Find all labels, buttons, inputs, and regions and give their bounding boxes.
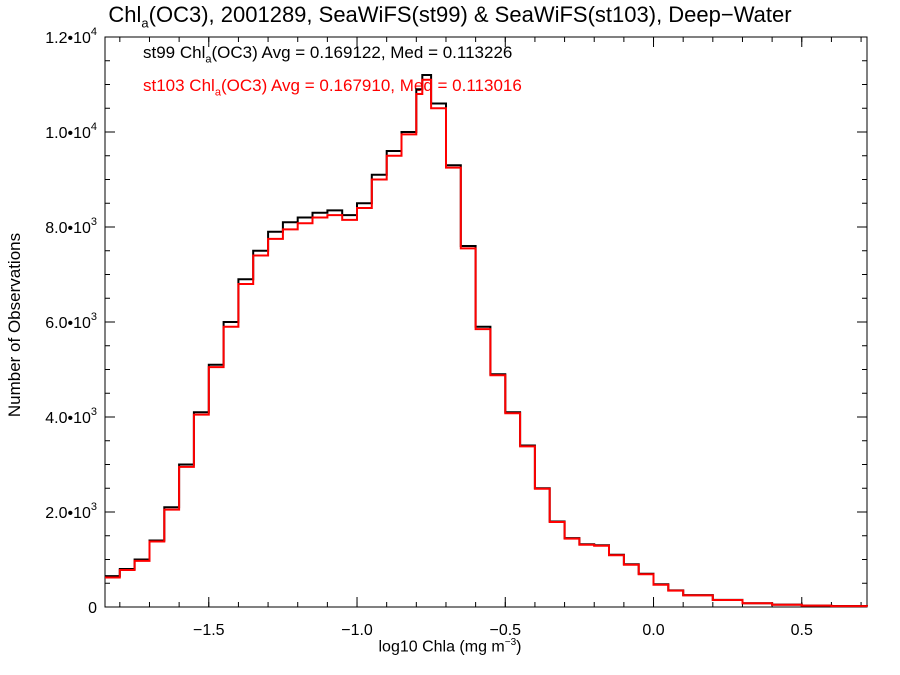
y-tick-label: 4.0•103 xyxy=(45,406,97,427)
y-tick-label: 2.0•103 xyxy=(45,501,97,522)
plot-frame xyxy=(104,36,868,608)
x-axis-label: log10 Chla (mg m−3) xyxy=(378,637,522,656)
y-tick-label: 8.0•103 xyxy=(45,216,97,237)
y-tick-label: 0 xyxy=(88,600,97,617)
series-line-st103 xyxy=(105,78,868,608)
series-line-st99 xyxy=(105,74,868,607)
legend-entry-st99: st99 Chla(OC3) Avg = 0.169122, Med = 0.1… xyxy=(143,43,513,66)
y-axis-label: Number of Observations xyxy=(5,232,24,418)
x-tick-label: 0.5 xyxy=(791,622,813,639)
x-tick-label: −1.0 xyxy=(341,622,373,639)
chart-title: Chla(OC3), 2001289, SeaWiFS(st99) & SeaW… xyxy=(108,2,792,31)
x-tick-label: −1.5 xyxy=(193,622,225,639)
y-tick-label: 1.0•104 xyxy=(45,121,97,142)
x-tick-label: 0.0 xyxy=(642,622,664,639)
axis-ticks: −1.5 −1.0 −0.5 0.0 0.5 0 2.0•103 4.0•103 6.0•103… xyxy=(45,26,867,639)
x-tick-label: −0.5 xyxy=(489,622,521,639)
series-group xyxy=(105,74,868,608)
legend-entry-st103: st103 Chla(OC3) Avg = 0.167910, Med = 0.… xyxy=(143,76,522,99)
y-tick-label: 6.0•103 xyxy=(45,311,97,332)
y-tick-label: 1.2•104 xyxy=(45,26,97,47)
